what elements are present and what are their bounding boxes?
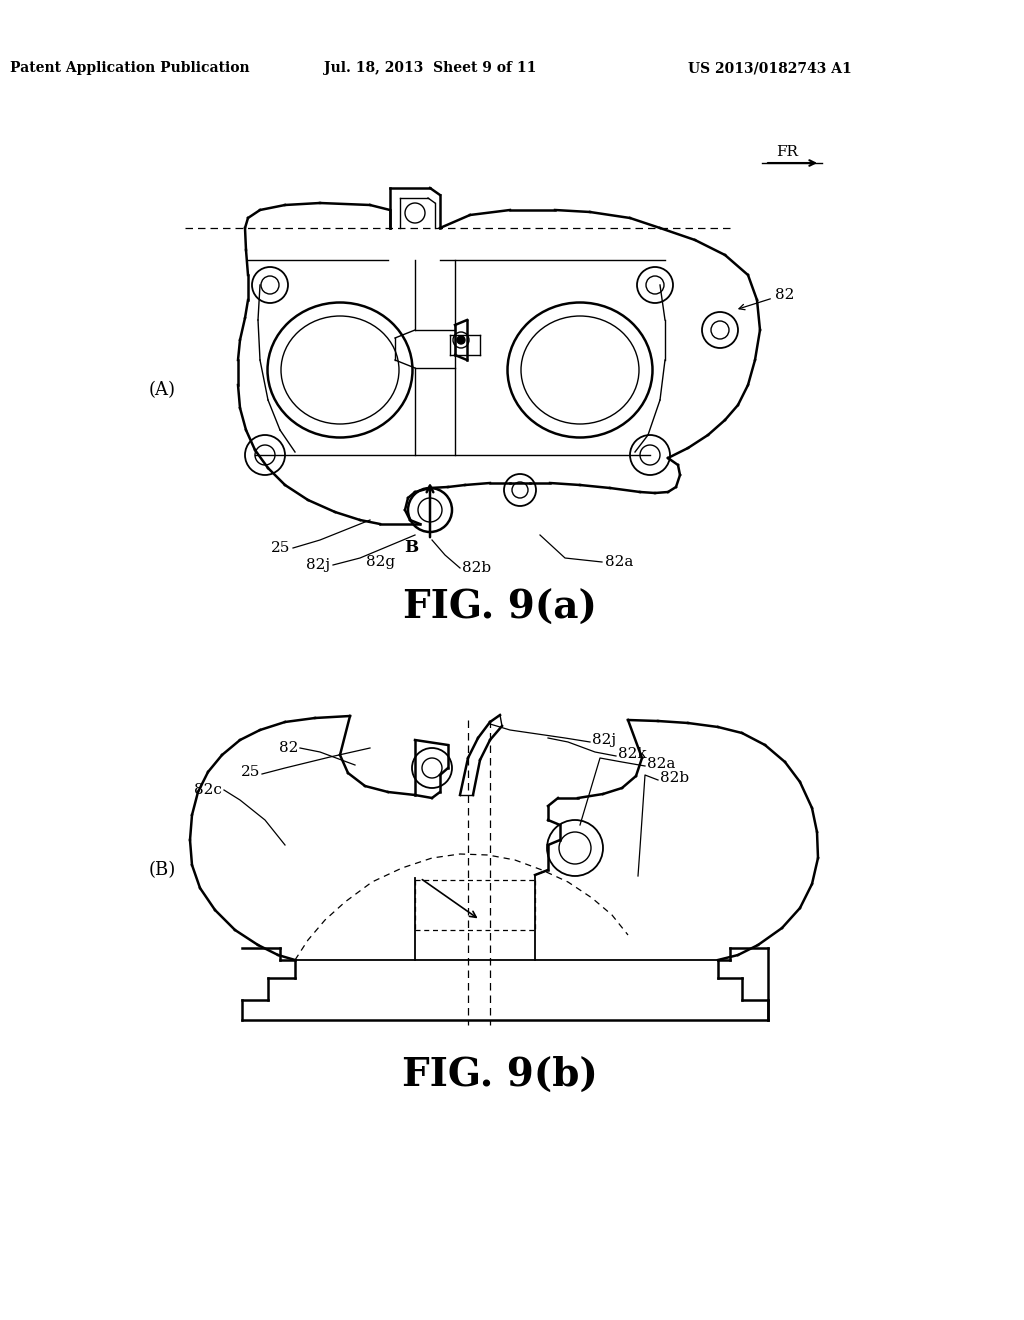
Text: 82b: 82b xyxy=(462,561,492,576)
Text: 82a: 82a xyxy=(647,756,676,771)
Text: FIG. 9(b): FIG. 9(b) xyxy=(402,1056,598,1094)
Text: Patent Application Publication: Patent Application Publication xyxy=(10,61,250,75)
Text: 82j: 82j xyxy=(592,733,616,747)
Circle shape xyxy=(457,337,465,345)
Text: 25: 25 xyxy=(270,541,290,554)
Text: US 2013/0182743 A1: US 2013/0182743 A1 xyxy=(688,61,852,75)
Text: 82: 82 xyxy=(775,288,795,302)
Text: 82k: 82k xyxy=(618,747,646,762)
Text: (B): (B) xyxy=(148,861,176,879)
Text: 82c: 82c xyxy=(195,783,222,797)
Text: B: B xyxy=(403,540,418,557)
Text: FR: FR xyxy=(776,145,798,158)
Text: Jul. 18, 2013  Sheet 9 of 11: Jul. 18, 2013 Sheet 9 of 11 xyxy=(324,61,537,75)
Text: 82j: 82j xyxy=(306,558,330,572)
Text: 25: 25 xyxy=(241,766,260,779)
Text: 82: 82 xyxy=(279,741,298,755)
Text: 82b: 82b xyxy=(660,771,689,785)
Text: (A): (A) xyxy=(148,381,175,399)
Text: 82g: 82g xyxy=(366,554,395,569)
Text: 82a: 82a xyxy=(605,554,634,569)
Text: FIG. 9(a): FIG. 9(a) xyxy=(403,589,597,627)
